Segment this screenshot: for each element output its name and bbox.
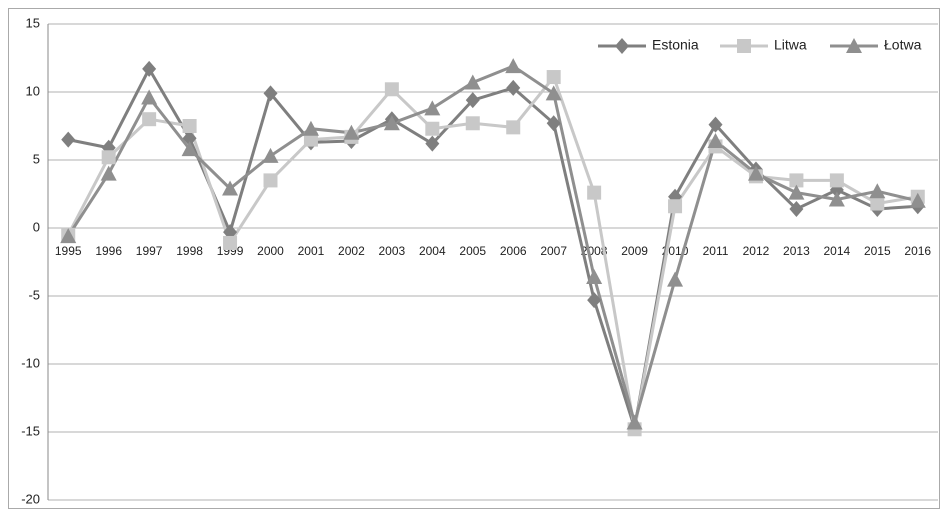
y-tick-label: 0	[33, 219, 40, 234]
y-tick-label: -10	[21, 355, 40, 370]
marker	[424, 100, 441, 116]
marker	[383, 115, 400, 131]
marker	[615, 38, 629, 54]
marker	[909, 192, 926, 208]
legend-label: Estonia	[652, 37, 699, 53]
marker	[141, 89, 158, 105]
marker	[465, 116, 480, 131]
x-tick-label: 2014	[824, 244, 851, 258]
marker	[262, 147, 279, 163]
marker	[626, 414, 643, 430]
marker	[182, 130, 197, 147]
marker	[708, 116, 723, 133]
marker	[60, 228, 77, 244]
x-tick-label: 2002	[338, 244, 365, 258]
marker	[587, 185, 602, 200]
x-tick-label: 2009	[621, 244, 648, 258]
marker	[425, 121, 440, 136]
marker	[506, 120, 521, 135]
x-tick-label: 2013	[783, 244, 810, 258]
marker	[707, 132, 724, 148]
marker	[747, 165, 764, 181]
marker	[101, 150, 116, 165]
x-tick-label: 2006	[500, 244, 527, 258]
y-tick-label: -20	[21, 491, 40, 506]
marker	[100, 165, 117, 181]
marker	[546, 70, 561, 85]
marker	[789, 173, 804, 188]
x-tick-label: 2000	[257, 244, 284, 258]
marker	[587, 292, 602, 309]
marker	[668, 199, 683, 214]
y-tick-label: -15	[21, 423, 40, 438]
marker	[586, 268, 603, 284]
y-tick-label: 15	[26, 15, 40, 30]
x-tick-label: 1996	[95, 244, 122, 258]
marker	[667, 271, 684, 287]
marker	[142, 60, 157, 77]
y-tick-label: 5	[33, 151, 40, 166]
marker	[846, 38, 862, 53]
marker	[788, 184, 805, 200]
series-line	[66, 64, 919, 429]
marker	[464, 74, 481, 90]
y-tick-label: 10	[26, 83, 40, 98]
marker	[181, 141, 198, 157]
marker	[789, 200, 804, 217]
x-tick-label: 2012	[743, 244, 770, 258]
marker	[869, 183, 886, 199]
marker	[303, 132, 318, 147]
x-tick-label: 2015	[864, 244, 891, 258]
marker	[465, 92, 480, 109]
x-tick-label: 2005	[459, 244, 486, 258]
series-line	[66, 73, 919, 430]
legend-label: Łotwa	[884, 37, 922, 53]
marker	[302, 120, 319, 136]
marker	[222, 180, 239, 196]
x-tick-label: 1995	[55, 244, 82, 258]
marker	[61, 131, 76, 148]
marker	[829, 173, 844, 188]
marker	[425, 135, 440, 152]
y-tick-label: -5	[28, 287, 40, 302]
x-tick-label: 1998	[176, 244, 203, 258]
marker	[828, 191, 845, 207]
marker	[263, 173, 278, 188]
x-tick-label: 2004	[419, 244, 446, 258]
marker	[546, 115, 561, 132]
marker	[506, 79, 521, 96]
x-tick-label: 2011	[703, 244, 729, 258]
x-tick-label: 1997	[136, 244, 163, 258]
marker	[263, 85, 278, 102]
marker	[870, 196, 885, 211]
marker	[545, 85, 562, 101]
marker	[182, 119, 197, 133]
marker	[223, 235, 238, 250]
x-tick-label: 2016	[904, 244, 931, 258]
legend-label: Litwa	[774, 37, 807, 53]
marker	[505, 58, 522, 74]
marker	[384, 82, 399, 97]
marker	[343, 124, 360, 140]
x-tick-label: 2001	[298, 244, 325, 258]
marker	[737, 39, 751, 53]
x-tick-label: 2003	[379, 244, 406, 258]
marker	[142, 112, 157, 127]
x-tick-label: 2007	[540, 244, 567, 258]
